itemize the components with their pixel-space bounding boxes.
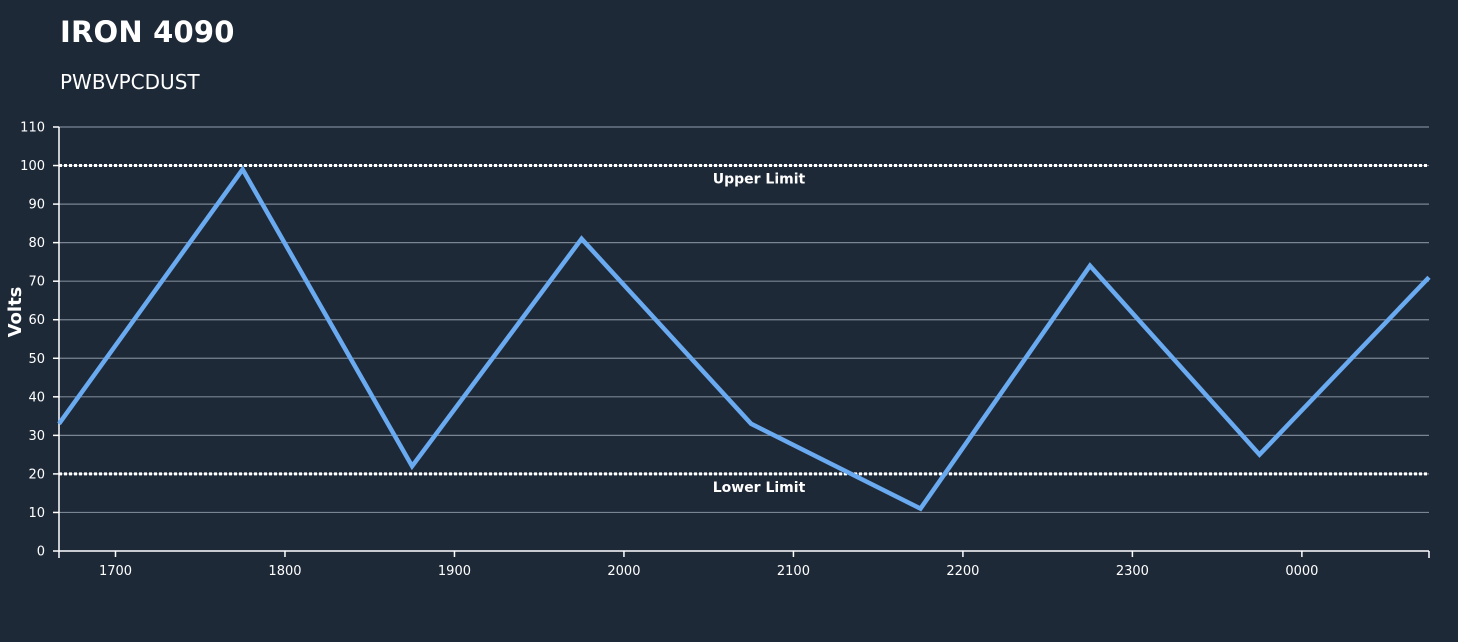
y-tick-label: 40 <box>28 390 45 405</box>
grid-lines <box>59 126 1429 514</box>
x-tick-label: 2100 <box>777 564 810 579</box>
x-tick-label: 0000 <box>1285 564 1318 579</box>
x-tick-label: 2000 <box>607 564 640 579</box>
y-tick-label: 70 <box>28 275 45 290</box>
y-tick-label: 100 <box>20 159 45 174</box>
limit-lines: Upper Limit Lower Limit <box>59 164 1429 496</box>
y-tick-label: 0 <box>37 545 45 560</box>
y-tick-label: 90 <box>28 198 45 213</box>
y-tick-label: 30 <box>28 429 45 444</box>
y-tick-label: 80 <box>28 236 45 251</box>
x-tick-label: 2200 <box>946 564 979 579</box>
series <box>57 165 1431 512</box>
axes: 0 10 20 30 40 50 60 70 80 90 100 110 1700 1800 1900 200… <box>20 121 1430 579</box>
limit-label-0: Upper Limit <box>713 172 806 188</box>
page-title: IRON 4090 <box>60 15 235 49</box>
series-line-0 <box>57 165 1431 512</box>
y-tick-label: 50 <box>28 352 45 367</box>
x-tick-label: 2300 <box>1116 564 1149 579</box>
y-tick-label: 110 <box>20 121 45 136</box>
y-tick-label: 60 <box>28 313 45 328</box>
page-subtitle: PWBVPCDUST <box>60 70 200 94</box>
limit-label-1: Lower Limit <box>713 480 806 496</box>
x-tick-label: 1700 <box>99 564 132 579</box>
x-tick-label: 1800 <box>268 564 301 579</box>
y-axis-label: Volts <box>5 287 26 338</box>
y-tick-label: 10 <box>28 506 45 521</box>
x-tick-label: 1900 <box>438 564 471 579</box>
y-tick-label: 20 <box>28 467 45 482</box>
